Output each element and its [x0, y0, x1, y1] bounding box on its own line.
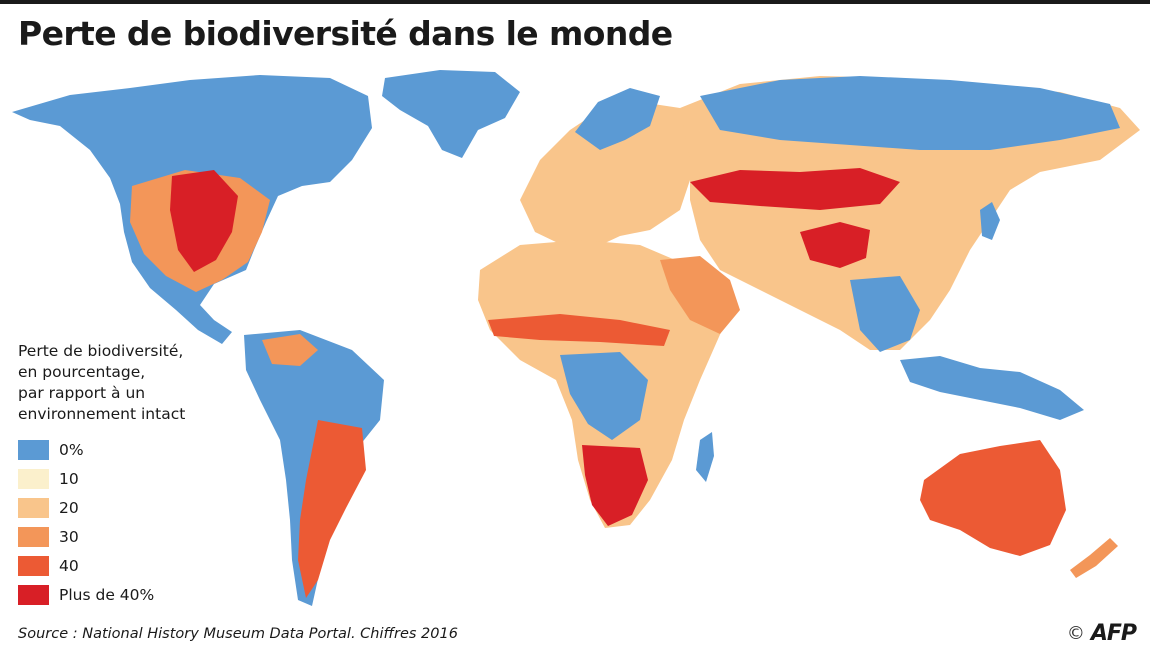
sahel-loss	[488, 314, 670, 346]
legend-item: 40	[18, 551, 233, 580]
greenland	[382, 70, 520, 158]
australia	[920, 440, 1066, 556]
legend-item: 0%	[18, 435, 233, 464]
legend: Perte de biodiversité, en pourcentage, p…	[18, 341, 233, 609]
legend-item: 20	[18, 493, 233, 522]
southeast-asia	[850, 276, 920, 352]
arabia-loss	[660, 256, 740, 334]
europe	[520, 102, 700, 250]
japan	[980, 202, 1000, 240]
top-rule	[0, 0, 1150, 4]
legend-title: Perte de biodiversité, en pourcentage, p…	[18, 341, 233, 425]
legend-title-line: environnement intact	[18, 405, 186, 423]
legend-item: 30	[18, 522, 233, 551]
legend-item: Plus de 40%	[18, 580, 233, 609]
legend-title-line: en pourcentage,	[18, 363, 146, 381]
page-title: Perte de biodiversité dans le monde	[18, 14, 673, 53]
central-africa	[560, 352, 648, 440]
central-asia-high-loss	[690, 168, 900, 210]
world-map	[12, 70, 1140, 606]
north-america-high-loss	[170, 170, 238, 272]
legend-swatch	[18, 555, 49, 576]
new-zealand	[1070, 538, 1118, 578]
legend-label: 40	[59, 556, 79, 575]
legend-swatch	[18, 468, 49, 489]
legend-label: Plus de 40%	[59, 585, 155, 604]
tibet-high-loss	[800, 222, 870, 268]
siberia	[700, 76, 1120, 150]
credit: © AFP	[1066, 621, 1137, 646]
legend-swatch	[18, 526, 49, 547]
south-america-loss	[298, 420, 366, 598]
southern-africa-loss	[582, 445, 648, 526]
legend-label: 20	[59, 498, 79, 517]
madagascar	[696, 432, 714, 482]
legend-label: 30	[59, 527, 79, 546]
legend-title-line: Perte de biodiversité,	[18, 342, 184, 360]
indonesia	[900, 356, 1084, 420]
legend-label: 10	[59, 469, 79, 488]
south-america-north-loss	[262, 334, 318, 366]
legend-swatch	[18, 439, 49, 460]
legend-label: 0%	[59, 440, 84, 459]
afp-logo: AFP	[1090, 621, 1137, 646]
legend-item: 10	[18, 464, 233, 493]
legend-items: 0% 10 20 30 40 Plus de 40%	[18, 435, 233, 609]
copyright-symbol: ©	[1066, 623, 1085, 644]
legend-title-line: par rapport à un	[18, 384, 146, 402]
legend-swatch	[18, 584, 49, 605]
source-note: Source : National History Museum Data Po…	[18, 626, 458, 642]
scandinavia	[575, 88, 660, 150]
legend-swatch	[18, 497, 49, 518]
